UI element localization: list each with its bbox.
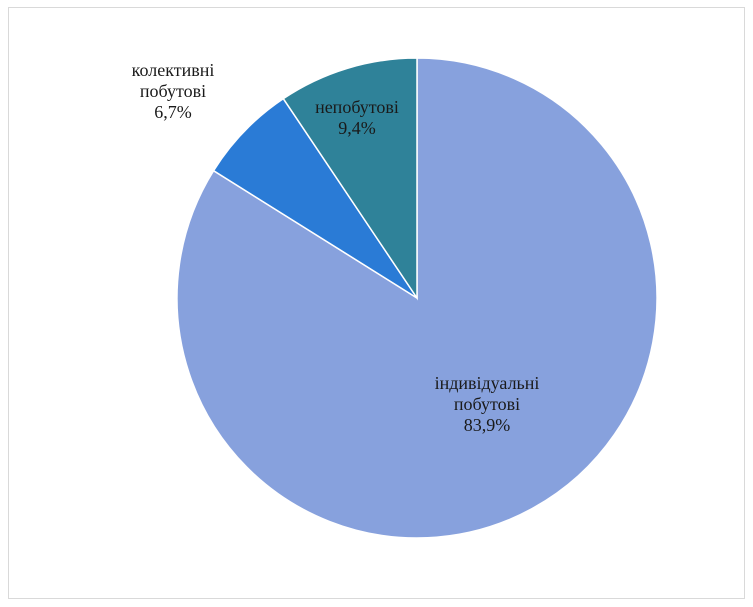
chart-area: індивідуальні побутові 83,9% колективні побу… — [8, 7, 745, 599]
data-label-line: побутові — [454, 394, 520, 414]
data-label-line: побутові — [140, 81, 206, 101]
pie-chart: індивідуальні побутові 83,9%колективні побу… — [132, 57, 658, 539]
data-label-line: колективні — [132, 60, 215, 80]
slice-non-household — [282, 57, 418, 301]
data-label-line: 9,4% — [338, 118, 376, 138]
data-label-line: індивідуальні — [435, 373, 540, 393]
label-collective-household: колективні побутові 6,7% — [132, 60, 215, 122]
data-label-line: 83,9% — [464, 415, 511, 435]
label-individual-household: індивідуальні побутові 83,9% — [435, 373, 540, 435]
label-non-household: непобутові 9,4% — [315, 97, 399, 138]
data-label-line: 6,7% — [154, 102, 192, 122]
data-label-line: непобутові — [315, 97, 399, 117]
